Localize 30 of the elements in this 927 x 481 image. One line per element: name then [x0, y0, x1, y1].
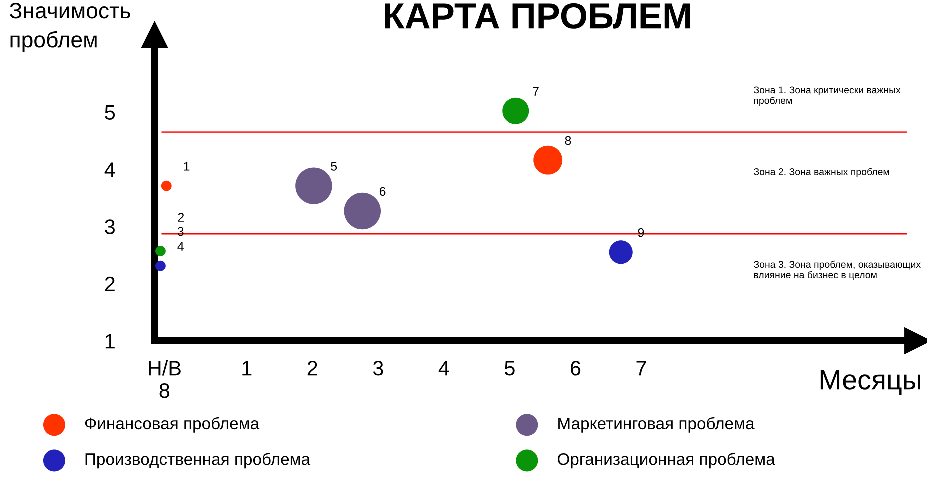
x-tick-label: 6 — [570, 361, 581, 376]
x-tick-label: 5 — [505, 361, 515, 376]
annotation: 8 — [565, 136, 572, 146]
legend-label: Финансовая проблема — [85, 417, 260, 433]
annotation: Зона 2. Зона важных проблем — [754, 168, 890, 178]
x-tick-label: Н/В 8 — [149, 360, 181, 398]
x-axis-title: Месяцы — [820, 370, 920, 396]
annotation: 2 — [178, 213, 184, 222]
y-tick-label: 2 — [105, 276, 115, 292]
x-tick-label: 1 — [242, 361, 252, 376]
annotation: Зона 3. Зона проблем, оказывающих влияние на бизнес в целом — [754, 260, 921, 280]
x-tick-label: 3 — [373, 361, 384, 376]
legend-label: Организационная проблема — [558, 452, 776, 469]
annotation: 1 — [184, 162, 190, 171]
x-tick-label: 7 — [636, 361, 646, 376]
y-tick-label: 5 — [105, 106, 116, 120]
annotation: 6 — [380, 187, 386, 196]
chart-title: КАРТА ПРОБЛЕМ — [385, 3, 690, 29]
legend-label: Маркетинговая проблема — [558, 417, 755, 433]
legend-label: Производственная проблема — [86, 452, 311, 469]
annotation: Зона 1. Зона критически важных проблем — [754, 86, 901, 106]
y-axis-title: Значимость проблем — [10, 3, 130, 52]
annotation: 4 — [178, 242, 184, 251]
y-tick-label: 1 — [106, 334, 115, 349]
x-tick-label: 2 — [308, 361, 318, 376]
annotation: 7 — [533, 87, 539, 96]
x-tick-label: 4 — [438, 361, 450, 376]
annotation: 5 — [331, 162, 338, 171]
y-tick-label: 3 — [105, 220, 116, 234]
y-tick-label: 4 — [104, 162, 116, 178]
